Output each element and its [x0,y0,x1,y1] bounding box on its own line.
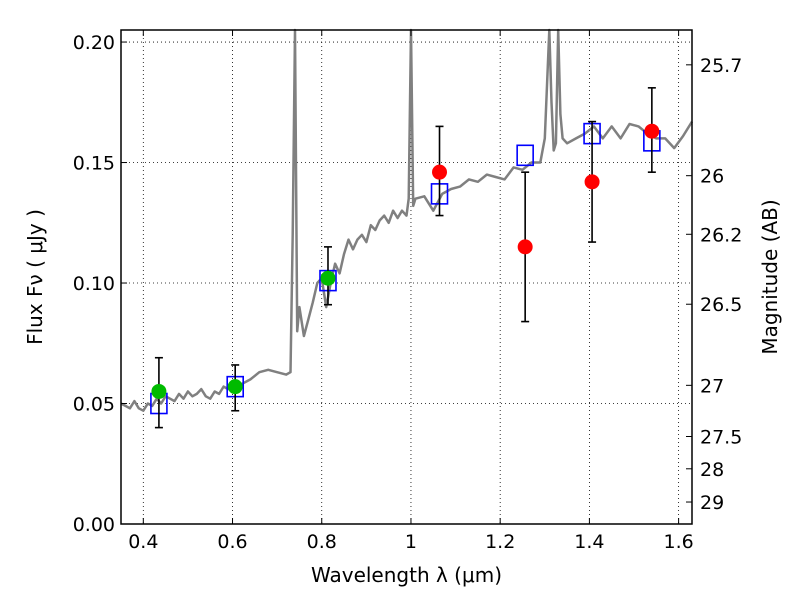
y2-axis-label: Magnitude (AB) [758,199,782,354]
x-tick-label: 1 [405,531,417,553]
observed-point [517,239,533,255]
y-tick-label: 0.20 [73,32,115,54]
x-tick-label: 0.6 [217,531,247,553]
mag-tick-label: 28 [700,459,724,481]
x-axis-label: Wavelength λ (μm) [311,563,502,587]
x-tick-label: 1.4 [574,531,604,553]
x-tick-label: 1.2 [485,531,515,553]
mag-tick-label: 26.5 [700,294,742,316]
observed-point [432,164,448,180]
mag-tick-label: 25.7 [700,55,742,77]
y-tick-label: 0.10 [73,273,115,295]
x-tick-label: 0.8 [307,531,337,553]
y-axis-label: Flux Fν ( μJy ) [23,209,47,345]
x-tick-label: 0.4 [128,531,158,553]
grid [121,30,692,525]
observed-point [320,270,336,286]
mag-tick-label: 26 [700,166,724,188]
mag-tick-label: 27 [700,375,724,397]
observed-point [227,379,243,395]
x-tick-label: 1.6 [664,531,694,553]
observed-point [644,123,660,139]
model-photometry-square [516,144,534,167]
plot-frame [120,29,693,525]
spectrum-layer [120,28,694,412]
observed-point [584,174,600,190]
spectrum-line [120,28,694,412]
y-tick-label: 0.05 [73,394,115,416]
y-tick-label: 0.15 [73,153,115,175]
y-tick-label: 0.00 [73,514,115,536]
observed-point [151,383,167,399]
markers-layer [150,87,661,429]
mag-tick-label: 29 [700,492,724,514]
mag-tick-label: 27.5 [700,427,742,449]
mag-tick-label: 26.2 [700,224,742,246]
ticks-layer: 0.4 0.6 0.8 1 1.2 1.4 1.6 0.00 0.05 0.10 0.15 0.20 2… [73,30,742,553]
